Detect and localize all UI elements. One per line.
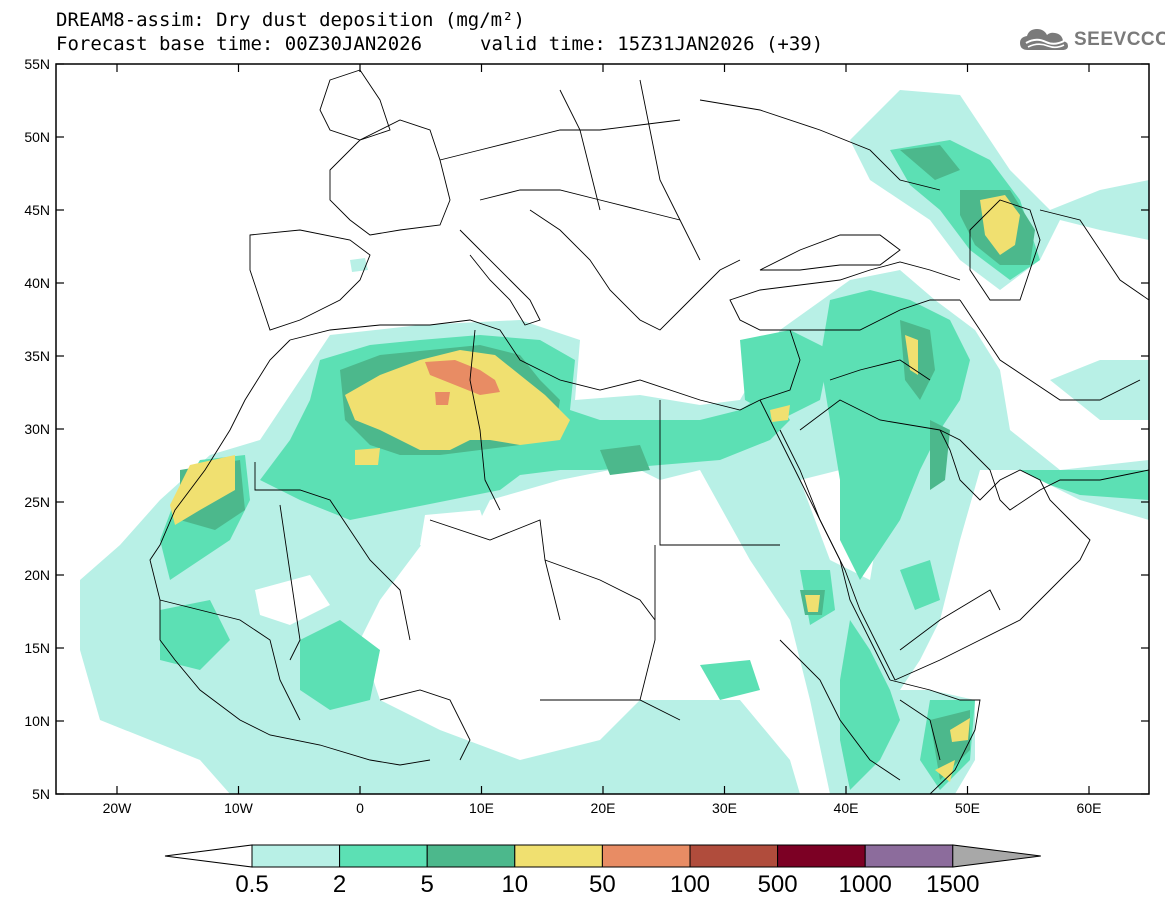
coast-red-sea-east: [779, 429, 896, 681]
deposition-level-10: [170, 195, 1020, 782]
lat-label: 45N: [24, 202, 50, 218]
border-russia: [699, 99, 941, 191]
coast-africa-north: [289, 319, 761, 411]
border-ethiopia: [779, 639, 901, 781]
border-niger: [429, 519, 561, 621]
colorbar-label: 500: [758, 871, 798, 898]
lat-label: 30N: [24, 421, 50, 437]
lat-label: 35N: [24, 348, 50, 364]
colorbar-swatch: [339, 844, 428, 868]
coast-africa-west: [149, 339, 431, 766]
coast-france: [329, 119, 451, 236]
coast-caspian: [969, 199, 1041, 301]
colorbar-label: 2: [333, 871, 346, 898]
border-europe-3: [559, 89, 601, 211]
cloud-icon: [1020, 29, 1068, 50]
colorbar-label: 5: [421, 871, 434, 898]
border-nigeria: [379, 689, 471, 761]
longitude-axis: 20W 10W 0 10E 20E 30E 40E 50E 60E: [103, 64, 1102, 816]
lat-label: 50N: [24, 129, 50, 145]
colorbar-label: 1500: [926, 871, 979, 898]
coast-italy: [459, 229, 541, 326]
colorbar-swatch: [864, 844, 954, 868]
deposition-level-50: [425, 360, 500, 405]
border-chad: [544, 559, 656, 621]
lat-label: 10N: [24, 713, 50, 729]
colorbar-label: 50: [589, 871, 616, 898]
border-europe-2: [479, 189, 681, 221]
lat-label: 20N: [24, 567, 50, 583]
colorbar-swatch: [689, 844, 779, 868]
colorbar: 0.5 2 5 10 50 100 500 1000 1500: [164, 844, 1041, 898]
border-europe-4: [639, 79, 701, 261]
lon-label: 10E: [469, 800, 494, 816]
coast-iberia: [249, 229, 371, 331]
coast-black-sea: [759, 234, 901, 271]
border-egypt: [659, 400, 780, 546]
lat-label: 40N: [24, 275, 50, 291]
logo-text: SEEVCCC: [1074, 29, 1165, 50]
lon-label: 60E: [1077, 800, 1102, 816]
colorbar-over-arrow: [952, 844, 1041, 868]
border-saudi: [799, 399, 941, 431]
coastlines-borders: [149, 69, 1149, 794]
border-west-africa: [159, 599, 301, 721]
colorbar-swatch: [251, 844, 341, 868]
lon-label: 20E: [591, 800, 616, 816]
colorbar-label: 1000: [839, 871, 892, 898]
lon-label: 50E: [955, 800, 980, 816]
lon-label: 20W: [103, 800, 133, 816]
lat-label: 5N: [32, 786, 50, 802]
colorbar-label: 10: [501, 871, 528, 898]
coast-balkans: [529, 209, 741, 331]
border-car: [540, 699, 681, 721]
coast-gulf: [939, 429, 1149, 511]
border-central-asia: [1039, 209, 1149, 301]
lat-label: 25N: [24, 494, 50, 510]
coast-levant: [759, 299, 960, 401]
lon-label: 10W: [224, 800, 254, 816]
colorbar-swatch: [601, 844, 691, 868]
colorbar-label: 0.5: [235, 871, 268, 898]
colorbar-swatch: [426, 844, 516, 868]
border-algeria-libya: [469, 329, 501, 511]
lon-label: 30E: [712, 800, 737, 816]
lon-label: 0: [356, 800, 364, 816]
coast-horn: [889, 679, 981, 794]
coast-turkey: [729, 261, 961, 331]
forecast-base-time: Forecast base time: 00Z30JAN2026: [56, 33, 423, 55]
seevccc-logo: SEEVCCC: [1018, 26, 1165, 54]
border-somalia: [899, 699, 941, 761]
valid-time: valid time: 15Z31JAN2026 (+39): [480, 33, 824, 55]
colorbar-swatch: [514, 844, 603, 868]
lat-label: 55N: [24, 56, 50, 72]
colorbar-under-arrow: [164, 844, 253, 868]
latitude-axis: 55N 50N 45N 40N 35N 30N 25N 20N 15N 10N 5N: [24, 56, 1149, 802]
coast-arabia: [894, 429, 1091, 681]
coast-uk: [319, 69, 391, 141]
border-sahara: [254, 462, 411, 641]
border-sudan: [639, 545, 656, 701]
border-europe-1: [439, 119, 681, 161]
border-iraq: [829, 359, 931, 381]
colorbar-swatch: [777, 844, 866, 868]
map-title: DREAM8-assim: Dry dust deposition (mg/m²…: [56, 9, 525, 31]
lat-label: 15N: [24, 640, 50, 656]
colorbar-label: 100: [670, 871, 710, 898]
border-iran: [959, 299, 1141, 401]
dust-field: [80, 90, 1149, 794]
lon-label: 40E: [834, 800, 859, 816]
border-yemen: [899, 589, 1001, 651]
border-mali: [279, 504, 301, 661]
